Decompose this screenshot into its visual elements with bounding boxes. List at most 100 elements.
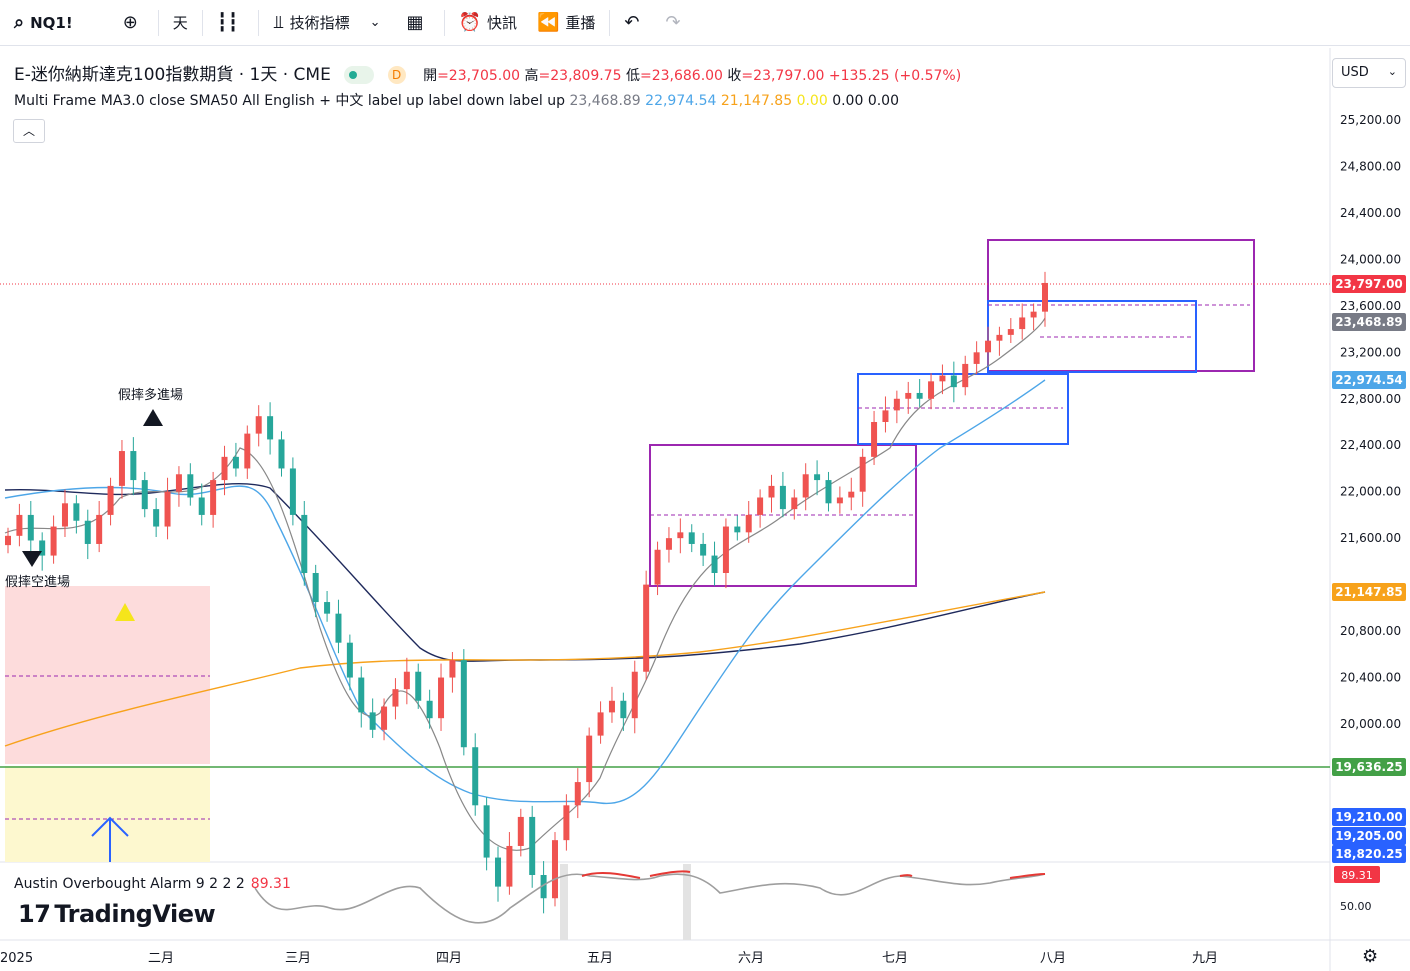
- candle-body: [620, 700, 627, 719]
- candle-body: [802, 474, 809, 498]
- undo-button[interactable]: ↶: [614, 0, 655, 46]
- candle-body: [859, 456, 866, 492]
- candle-body: [5, 535, 11, 546]
- search-icon: ⌕: [14, 12, 25, 33]
- indicators-button[interactable]: ⫫ 技術指標: [263, 0, 359, 46]
- x-tick-label: 二月: [148, 951, 174, 966]
- top-toolbar: ⌕ NQ1! ⊕ 天 ┇┇ ⫫ 技術指標 ⌄ ▦ ⏰ 快訊 ⏪ 重播 ↶ ↷: [0, 0, 1410, 46]
- price-tag-text: 19,205.00: [1335, 829, 1403, 843]
- candle-body: [608, 700, 615, 713]
- symbol-legend[interactable]: E-迷你納斯達克100指數期貨 · 1天 · CME D 開=23,705.00…: [14, 60, 961, 85]
- oscillator-line: [254, 873, 1046, 924]
- collapse-legend-button[interactable]: ︿: [13, 119, 45, 143]
- toolbar-divider: [201, 9, 203, 36]
- open-label: 開: [423, 68, 438, 84]
- indicator-templates-button[interactable]: ⌄: [360, 0, 397, 46]
- candle-body: [631, 671, 638, 719]
- candle-body: [438, 677, 445, 719]
- y-tick-label: 24,800.00: [1340, 159, 1401, 173]
- long-zone-box[interactable]: [5, 766, 210, 862]
- x-tick-label: 2025: [0, 951, 33, 966]
- high-label: 高: [524, 68, 539, 84]
- candle-body: [688, 532, 695, 544]
- price-tags: 23,797.00 23,468.89 22,974.54 21,147.85 19,6…: [1332, 275, 1406, 863]
- candle-body: [722, 526, 729, 573]
- oscillator-legend[interactable]: Austin Overbought Alarm 9 2 2 2 89.31: [14, 876, 291, 892]
- indicator-value-1: 22,974.54: [640, 93, 717, 109]
- price-tag-text: 19,210.00: [1335, 810, 1403, 824]
- up-arrow-drawing[interactable]: [91, 816, 129, 862]
- short-label: 假摔空進場: [5, 574, 70, 590]
- price-tag: [1332, 583, 1406, 601]
- alerts-button[interactable]: ⏰ 快訊: [449, 0, 527, 46]
- candle-body: [301, 514, 308, 573]
- candle-body: [996, 334, 1003, 341]
- candle-body: [563, 805, 570, 841]
- price-tag: [1332, 758, 1406, 776]
- x-tick-label: 七月: [882, 951, 908, 966]
- candle-body: [39, 540, 46, 556]
- redo-button[interactable]: ↷: [656, 0, 697, 46]
- rewind-icon: ⏪: [536, 12, 560, 33]
- price-tag-text: 18,820.25: [1335, 847, 1403, 861]
- price-tag-text: 19,636.25: [1335, 760, 1403, 774]
- chart-area[interactable]: 25,200.00 24,800.00 24,400.00 24,000.00 23,6…: [0, 48, 1410, 971]
- gear-icon[interactable]: ⚙: [1362, 946, 1379, 967]
- price-tag-text: 21,147.85: [1335, 585, 1403, 599]
- short-marker-triangle: [22, 551, 42, 567]
- candle-body: [916, 392, 923, 399]
- price-axis[interactable]: 25,200.00 24,800.00 24,400.00 24,000.00 23,6…: [1340, 113, 1401, 731]
- low-label: 低: [625, 68, 640, 84]
- high-value: 23,809.75: [550, 68, 622, 84]
- symbol-search-button[interactable]: ⌕ NQ1!: [0, 0, 83, 46]
- chevron-down-icon: ⌄: [369, 15, 381, 30]
- indicator-values: 23,468.89 22,974.54 21,147.85 0.00 0.00 …: [569, 93, 899, 109]
- candle-body: [198, 497, 205, 515]
- y-tick-label: 23,600.00: [1340, 299, 1401, 313]
- chart-type-button[interactable]: ┇┇: [207, 0, 255, 46]
- interval-label: 天: [172, 14, 188, 32]
- candle-body: [449, 660, 456, 678]
- price-chart[interactable]: 25,200.00 24,800.00 24,400.00 24,000.00 23,6…: [0, 48, 1410, 971]
- candle-body: [175, 474, 182, 492]
- compare-button[interactable]: ⊕: [113, 0, 154, 46]
- replay-label: 重播: [565, 14, 596, 32]
- ma-orange-line: [4, 591, 1046, 747]
- candle-body: [836, 497, 843, 504]
- candle-body: [483, 805, 490, 858]
- oscillator-overbought-segments: [581, 870, 1046, 879]
- currency-select[interactable]: USD ⌄: [1332, 58, 1406, 88]
- candle-body: [814, 474, 821, 481]
- indicator-legend[interactable]: Multi Frame MA3.0 close SMA50 All Englis…: [14, 90, 899, 110]
- candle-body: [244, 433, 251, 469]
- candle-body: [757, 497, 764, 515]
- toolbar-divider: [258, 9, 260, 36]
- candle-body: [665, 538, 672, 550]
- candle-body: [415, 671, 422, 701]
- short-zone-box[interactable]: [5, 586, 210, 764]
- candle-body: [893, 398, 900, 411]
- candle-body: [130, 451, 137, 481]
- candle-body: [73, 503, 80, 521]
- redo-icon: ↷: [665, 12, 681, 33]
- candle-body: [928, 381, 935, 399]
- time-axis[interactable]: 2025 二月 三月 四月 五月 六月 七月 八月 九月: [0, 951, 1218, 966]
- y-tick-label: 22,400.00: [1340, 438, 1401, 452]
- candle-body: [848, 491, 855, 498]
- candle-body: [278, 439, 285, 469]
- indicators-label: 技術指標: [289, 14, 350, 32]
- interval-button[interactable]: 天: [163, 0, 198, 46]
- candle-body: [61, 503, 68, 527]
- candle-body: [882, 410, 889, 422]
- x-tick-label: 六月: [738, 951, 764, 966]
- tradingview-logo[interactable]: 𝟭𝟳 TradingView: [18, 900, 216, 928]
- candle-body: [426, 700, 433, 719]
- candle-body: [335, 613, 342, 643]
- oscillator-value: 89.31: [250, 876, 291, 892]
- candle-body: [905, 392, 912, 399]
- price-tag: [1332, 845, 1406, 863]
- candle-body: [1019, 317, 1026, 330]
- layout-button[interactable]: ▦: [397, 0, 440, 46]
- y-tick-label: 20,800.00: [1340, 624, 1401, 638]
- replay-button[interactable]: ⏪ 重播: [527, 0, 605, 46]
